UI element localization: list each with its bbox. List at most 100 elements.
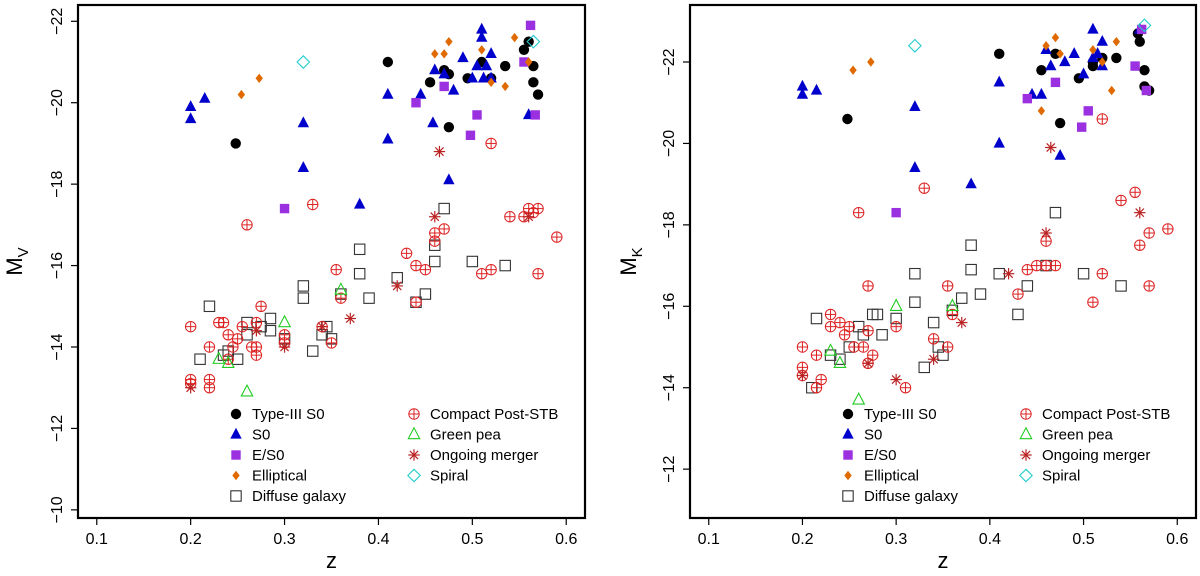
point-compact-post-stb xyxy=(1115,194,1127,207)
point-compact-post-stb xyxy=(485,137,497,150)
y-tick-label: −14 xyxy=(661,374,678,401)
point-compact-post-stb xyxy=(941,341,954,353)
series-spiral xyxy=(907,18,1152,53)
point-compact-post-stb xyxy=(203,382,216,394)
point-diffuse-galaxy xyxy=(466,255,479,268)
x-tick-label: 0.4 xyxy=(367,531,389,548)
point-s0 xyxy=(438,67,450,79)
point-diffuse-galaxy xyxy=(927,316,940,329)
point-ongoing-merger xyxy=(1045,141,1057,154)
legend-label: Ongoing merger xyxy=(1042,447,1150,464)
y-axis-label: MV xyxy=(2,247,32,275)
point-s0 xyxy=(184,100,197,111)
point-type-iii-s0 xyxy=(1139,64,1150,76)
point-compact-post-stb xyxy=(1134,239,1146,251)
point-diffuse-galaxy xyxy=(353,267,366,280)
point-compact-post-stb xyxy=(848,341,860,353)
point-diffuse-galaxy xyxy=(1049,206,1062,219)
point-compact-post-stb xyxy=(476,268,488,280)
point-compact-post-stb xyxy=(184,320,197,333)
point-green-pea xyxy=(240,383,254,397)
series-green-pea xyxy=(212,282,348,397)
point-compact-post-stb xyxy=(857,341,870,353)
series-diffuse-galaxy xyxy=(806,206,1127,394)
y-tick-label: −22 xyxy=(49,8,66,35)
point-s0 xyxy=(199,91,211,103)
point-compact-post-stb xyxy=(824,308,837,321)
point-type-iii-s0 xyxy=(499,60,511,72)
point-e-s0 xyxy=(1076,122,1087,132)
legend-marker-ongoing-merger xyxy=(408,449,420,461)
point-e-s0 xyxy=(279,203,290,214)
point-elliptical xyxy=(1056,49,1064,59)
point-ongoing-merger xyxy=(1002,268,1015,280)
y-tick-label: −12 xyxy=(49,415,66,442)
point-elliptical xyxy=(440,49,448,59)
point-diffuse-galaxy xyxy=(955,292,968,304)
legend-item-spiral: Spiral xyxy=(1019,468,1080,485)
point-compact-post-stb xyxy=(532,202,544,215)
point-compact-post-stb xyxy=(796,341,809,353)
legend-label: Type-III S0 xyxy=(864,406,937,423)
point-ongoing-merger xyxy=(433,145,446,158)
point-type-iii-s0 xyxy=(523,36,534,47)
point-type-iii-s0 xyxy=(532,89,544,100)
point-ongoing-merger xyxy=(250,325,263,337)
legend-label: E/S0 xyxy=(864,447,897,464)
point-diffuse-galaxy xyxy=(918,361,931,374)
point-elliptical xyxy=(255,73,263,83)
point-diffuse-galaxy xyxy=(1115,280,1127,292)
point-s0 xyxy=(466,71,479,83)
point-compact-post-stb xyxy=(852,206,865,219)
point-compact-post-stb xyxy=(410,296,422,308)
point-type-iii-s0 xyxy=(1134,36,1145,47)
point-spiral xyxy=(1137,18,1152,33)
point-s0 xyxy=(476,22,488,34)
legend-marker-spiral xyxy=(1019,468,1033,483)
point-green-pea xyxy=(212,351,226,364)
legend-marker-compact-post-stb xyxy=(408,408,420,420)
x-tick-label: 0.6 xyxy=(555,531,577,548)
point-compact-post-stb xyxy=(810,382,823,394)
point-s0 xyxy=(1035,87,1048,99)
point-compact-post-stb xyxy=(1143,280,1155,292)
point-s0 xyxy=(810,83,823,95)
point-diffuse-galaxy xyxy=(1077,267,1090,280)
point-compact-post-stb xyxy=(1096,113,1108,125)
series-ongoing-merger xyxy=(796,141,1146,386)
point-compact-post-stb xyxy=(227,341,239,353)
point-green-pea xyxy=(334,282,348,295)
point-s0 xyxy=(427,116,439,128)
point-e-s0 xyxy=(1050,77,1061,88)
point-diffuse-galaxy xyxy=(353,243,366,256)
x-axis-label: z xyxy=(326,548,337,573)
y-axis-label-subscript: K xyxy=(629,247,646,257)
point-compact-post-stb xyxy=(927,333,940,345)
point-elliptical xyxy=(510,32,519,43)
point-compact-post-stb xyxy=(1143,227,1155,239)
point-e-s0 xyxy=(439,81,449,92)
legend-label: Type-III S0 xyxy=(252,406,325,423)
point-s0 xyxy=(297,116,310,128)
point-elliptical xyxy=(1098,57,1106,67)
point-ongoing-merger xyxy=(796,369,809,382)
legend-marker-green-pea xyxy=(407,426,421,440)
point-elliptical xyxy=(445,36,453,47)
point-s0 xyxy=(457,51,469,63)
point-compact-post-stb xyxy=(241,219,253,231)
point-compact-post-stb xyxy=(899,382,912,394)
point-diffuse-galaxy xyxy=(363,292,375,304)
legend-marker-type-iii-s0 xyxy=(230,408,242,420)
x-tick-label: 0.1 xyxy=(86,531,108,548)
legend-item-compact-post-stb: Compact Post-STB xyxy=(1020,406,1170,423)
x-tick-label: 0.4 xyxy=(979,531,1001,548)
point-e-s0 xyxy=(519,57,529,67)
point-s0 xyxy=(909,100,921,111)
point-s0 xyxy=(184,112,197,124)
point-diffuse-galaxy xyxy=(429,255,441,268)
point-elliptical xyxy=(1107,85,1116,96)
point-diffuse-galaxy xyxy=(297,292,310,304)
point-compact-post-stb xyxy=(1031,259,1043,272)
point-green-pea xyxy=(833,355,847,368)
point-compact-post-stb xyxy=(810,349,823,361)
